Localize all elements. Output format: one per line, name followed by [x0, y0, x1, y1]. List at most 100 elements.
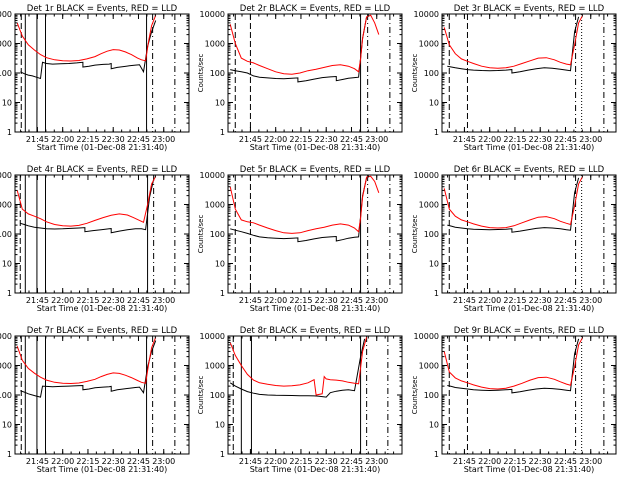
series-line-lld [443, 176, 584, 229]
x-tick-label: 22:00 [478, 296, 501, 305]
panel-2: 1 10 100 1000 10000 21:45 22:00 22:15 22:30 22:45… [197, 4, 403, 152]
y-tick-label: 1 [434, 450, 439, 459]
y-tick-label: 10 [429, 99, 439, 108]
x-tick-label: 21:45 [239, 135, 262, 144]
x-tick-label: 21:45 [26, 135, 49, 144]
x-tick-label: 21:45 [26, 457, 49, 466]
y-tick-label: 1 [7, 289, 12, 298]
panel-title: Det 6r BLACK = Events, RED = LLD [454, 165, 605, 175]
x-tick-label: 22:45 [127, 457, 150, 466]
series-line-events [447, 16, 580, 74]
y-tick-label: 10000 [0, 332, 12, 341]
x-axis-label: Start Time (01-Dec-08 21:31:40) [37, 304, 168, 313]
x-tick-label: 23:00 [579, 457, 602, 466]
x-tick-label: 21:45 [239, 296, 262, 305]
x-tick-label: 22:45 [127, 296, 150, 305]
y-tick-label: 1000 [205, 40, 225, 49]
x-tick-label: 22:30 [315, 135, 338, 144]
plot-area [16, 15, 157, 80]
x-tick-label: 22:30 [102, 296, 125, 305]
y-tick-label: 1000 [419, 40, 439, 49]
panel-9: 1 10 100 1000 10000 21:45 22:00 22:15 22:30 22:45… [411, 326, 617, 474]
y-tick-label: 100 [424, 69, 439, 78]
series-line-events [20, 20, 157, 80]
panel-title: Det 2r BLACK = Events, RED = LLD [240, 4, 391, 14]
y-tick-label: 100 [210, 391, 225, 400]
y-tick-label: 1000 [0, 40, 12, 49]
y-tick-label: 10000 [0, 171, 12, 180]
x-axis-label: Start Time (01-Dec-08 21:31:40) [464, 304, 595, 313]
y-tick-label: 1000 [205, 362, 225, 371]
panel-3: 1 10 100 1000 10000 21:45 22:00 22:15 22:30 22:45… [411, 4, 617, 152]
y-tick-label: 1000 [0, 201, 12, 210]
series-line-lld [443, 15, 584, 69]
y-tick-label: 10000 [414, 171, 439, 180]
series-line-events [447, 338, 580, 394]
x-tick-label: 22:00 [264, 457, 287, 466]
x-tick-label: 22:30 [315, 457, 338, 466]
y-axis-label: Counts/sec [411, 54, 419, 93]
y-axis-label: Counts/sec [411, 376, 419, 415]
y-axis-label: Counts/sec [197, 215, 205, 254]
panel-title: Det 4r BLACK = Events, RED = LLD [27, 165, 178, 175]
series-line-lld [229, 175, 380, 234]
panel-8: 1 10 100 1000 10000 21:45 22:00 22:15 22:30 22:45… [197, 326, 403, 474]
x-tick-label: 22:00 [51, 135, 74, 144]
y-tick-label: 10 [215, 260, 225, 269]
plot-area [443, 15, 584, 74]
plot-area [443, 337, 584, 394]
x-tick-label: 22:45 [554, 457, 577, 466]
x-tick-label: 22:30 [102, 135, 125, 144]
x-tick-label: 22:15 [289, 457, 312, 466]
y-tick-label: 100 [210, 230, 225, 239]
y-tick-label: 1 [220, 289, 225, 298]
x-tick-label: 22:30 [102, 457, 125, 466]
y-tick-label: 10 [429, 260, 439, 269]
x-axis-label: Start Time (01-Dec-08 21:31:40) [464, 465, 595, 474]
x-tick-label: 22:15 [503, 296, 526, 305]
x-axis-label: Start Time (01-Dec-08 21:31:40) [464, 143, 595, 152]
x-tick-label: 22:00 [478, 457, 501, 466]
x-tick-label: 23:00 [152, 296, 175, 305]
y-tick-label: 1 [7, 450, 12, 459]
x-tick-label: 23:00 [152, 457, 175, 466]
panel-5: 1 10 100 1000 10000 21:45 22:00 22:15 22:30 22:45… [197, 165, 403, 313]
x-tick-label: 22:15 [503, 135, 526, 144]
x-tick-label: 22:45 [340, 296, 363, 305]
panel-title: Det 3r BLACK = Events, RED = LLD [454, 4, 605, 14]
x-tick-label: 22:00 [264, 296, 287, 305]
x-tick-label: 21:45 [453, 135, 476, 144]
series-line-lld [443, 337, 584, 390]
y-tick-label: 10000 [200, 332, 225, 341]
x-tick-label: 22:15 [503, 457, 526, 466]
x-axis-label: Start Time (01-Dec-08 21:31:40) [37, 465, 168, 474]
series-line-events [20, 340, 157, 398]
plot-area [16, 176, 157, 234]
axes-frame [14, 174, 190, 294]
x-tick-label: 22:30 [529, 296, 552, 305]
series-line-events [230, 177, 368, 243]
x-tick-label: 21:45 [239, 457, 262, 466]
panel-4: 1 10 100 1000 10000 21:4522:0022:1522:3022:45… [0, 165, 190, 313]
x-tick-label: 21:45 [26, 296, 49, 305]
y-tick-label: 10 [429, 421, 439, 430]
x-axis-label: Start Time (01-Dec-08 21:31:40) [250, 465, 381, 474]
panel-6: 1 10 100 1000 10000 21:45 22:00 22:15 22:30 22:45… [411, 165, 617, 313]
y-tick-label: 100 [0, 230, 12, 239]
y-axis-label: Counts/sec [197, 376, 205, 415]
y-tick-label: 100 [424, 230, 439, 239]
x-tick-label: 22:45 [554, 135, 577, 144]
plot-area [229, 337, 368, 398]
plot-area [443, 176, 584, 233]
y-tick-label: 10 [215, 421, 225, 430]
x-tick-label: 22:45 [340, 135, 363, 144]
x-tick-label: 23:00 [579, 296, 602, 305]
x-tick-label: 22:45 [340, 457, 363, 466]
y-tick-label: 1 [220, 128, 225, 137]
x-tick-label: 22:15 [76, 296, 99, 305]
x-tick-label: 22:15 [76, 457, 99, 466]
y-axis-label: Counts/sec [197, 54, 205, 93]
axes-frame [227, 13, 403, 133]
